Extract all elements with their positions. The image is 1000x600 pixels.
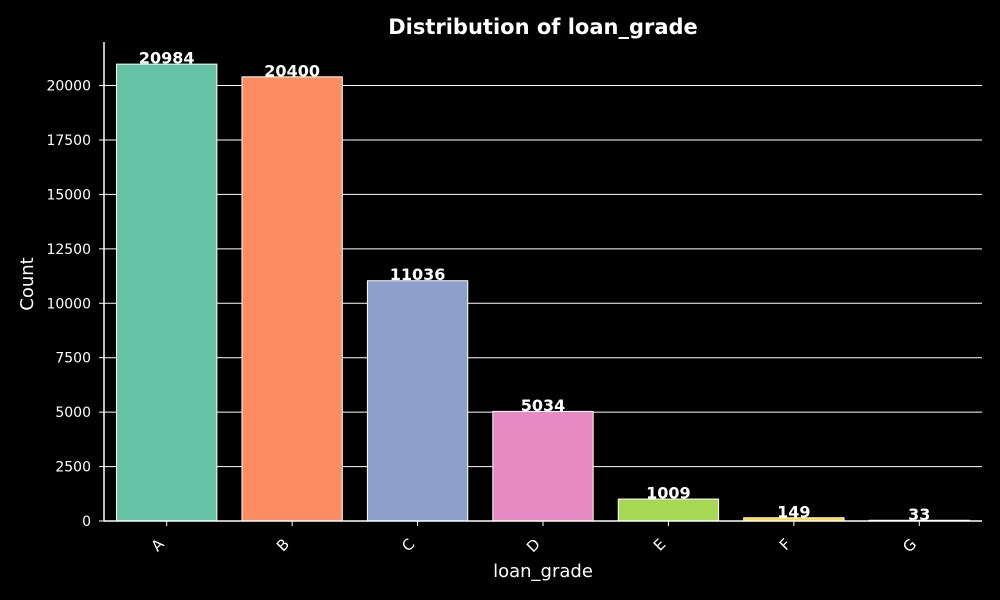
y-axis-label: Count (17, 257, 38, 310)
bars (116, 63, 970, 522)
y-tick-label: 20000 (46, 79, 91, 95)
x-axis-label: loan_grade (493, 561, 593, 582)
y-tick-label: 0 (82, 514, 91, 530)
y-ticks: 0 2500 5000 7500 10000 12500 15000 17500 20000 (46, 79, 104, 530)
x-tick-label: G (899, 535, 920, 556)
data-label-E: 1009 (646, 484, 691, 503)
y-tick-label: 17500 (46, 133, 91, 149)
data-label-A: 20984 (139, 49, 195, 68)
x-tick-label: F (776, 535, 795, 554)
bar-C (366, 280, 469, 522)
y-tick-label: 15000 (46, 187, 91, 203)
data-label-B: 20400 (264, 61, 320, 80)
x-tick-label: A (148, 535, 169, 556)
x-tick-label: C (398, 535, 418, 555)
x-tick-label: B (273, 535, 293, 555)
y-tick-label: 7500 (55, 351, 91, 367)
data-label-G: 33 (908, 505, 930, 524)
data-labels: 20984 20400 11036 5034 1009 149 33 (139, 49, 931, 524)
data-label-F: 149 (777, 502, 810, 521)
x-tick-label: E (650, 535, 669, 554)
data-label-D: 5034 (521, 396, 566, 415)
y-tick-label: 12500 (46, 242, 91, 258)
bar-A (116, 63, 218, 522)
data-label-C: 11036 (390, 265, 446, 284)
x-ticks: A B C D E F G (148, 521, 920, 556)
y-tick-label: 10000 (46, 296, 91, 312)
y-tick-label: 5000 (55, 405, 91, 421)
y-tick-label: 2500 (55, 460, 91, 476)
bar-D (492, 410, 594, 522)
bar-B (241, 76, 343, 522)
x-tick-label: D (523, 535, 544, 556)
chart-title: Distribution of loan_grade (388, 15, 698, 39)
